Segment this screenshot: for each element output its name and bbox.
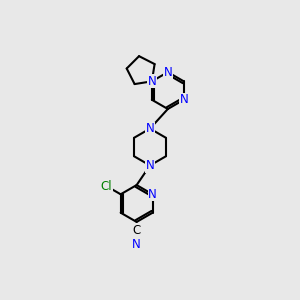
Text: N: N	[179, 93, 188, 106]
Text: N: N	[148, 75, 156, 88]
Text: N: N	[146, 159, 154, 172]
Text: C: C	[133, 224, 141, 237]
Text: N: N	[132, 238, 141, 251]
Text: N: N	[164, 66, 172, 79]
Text: Cl: Cl	[101, 180, 112, 193]
Text: N: N	[146, 122, 154, 135]
Text: N: N	[148, 188, 157, 201]
